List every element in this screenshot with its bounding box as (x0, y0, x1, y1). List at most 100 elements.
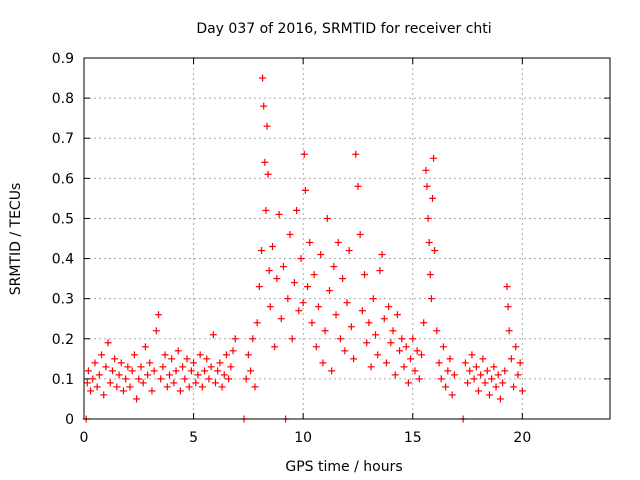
data-point (365, 319, 373, 327)
data-point (277, 315, 285, 323)
data-point (293, 206, 301, 214)
data-point (330, 263, 338, 271)
data-point (404, 379, 412, 387)
data-point (124, 363, 132, 371)
data-point (122, 375, 130, 383)
data-point (488, 375, 496, 383)
data-point (163, 383, 171, 391)
data-points (82, 74, 526, 423)
y-tick-label: 0.2 (52, 332, 74, 348)
data-point (271, 343, 279, 351)
data-point (420, 319, 428, 327)
data-point (290, 279, 298, 287)
data-point (439, 343, 447, 351)
data-point (203, 355, 211, 363)
data-point (319, 359, 327, 367)
data-point (113, 383, 121, 391)
data-point (427, 295, 435, 303)
data-point (464, 379, 472, 387)
data-point (231, 335, 239, 343)
data-point (161, 351, 169, 359)
data-point (87, 387, 95, 395)
data-point (214, 367, 222, 375)
y-tick-label: 0.1 (52, 372, 74, 388)
data-point (380, 315, 388, 323)
data-point (321, 327, 329, 335)
chart-title: Day 037 of 2016, SRMTID for receiver cht… (196, 21, 491, 37)
data-point (205, 375, 213, 383)
data-point (510, 383, 518, 391)
data-point (448, 391, 456, 399)
data-point (201, 367, 209, 375)
data-point (128, 367, 136, 375)
data-point (336, 335, 344, 343)
data-point (312, 343, 320, 351)
data-point (212, 379, 219, 387)
data-point (165, 371, 173, 379)
data-point (174, 347, 182, 355)
data-point (261, 158, 269, 166)
data-point (347, 323, 355, 331)
data-point (304, 283, 312, 291)
data-point (91, 359, 99, 367)
data-point (137, 363, 145, 371)
data-point (475, 387, 482, 395)
data-point (260, 102, 268, 110)
data-point (155, 311, 163, 319)
data-point (251, 383, 259, 391)
x-tick-label: 0 (80, 430, 89, 446)
data-point (93, 383, 101, 391)
data-point (499, 379, 507, 387)
data-point (179, 363, 187, 371)
y-tick-label: 0.3 (52, 292, 74, 308)
data-point (108, 367, 116, 375)
data-point (220, 371, 228, 379)
data-point (413, 347, 421, 355)
data-point (135, 375, 143, 383)
data-point (159, 363, 167, 371)
data-point (83, 379, 91, 387)
data-point (496, 395, 504, 403)
x-axis-label: GPS time / hours (285, 459, 402, 475)
data-point (352, 150, 360, 158)
data-point (181, 375, 189, 383)
data-point (218, 383, 226, 391)
data-point (148, 387, 156, 395)
data-point (253, 319, 261, 327)
data-point (426, 271, 434, 279)
data-point (424, 214, 432, 222)
data-point (418, 351, 426, 359)
data-point (435, 359, 443, 367)
data-point (472, 363, 480, 371)
data-point (106, 379, 114, 387)
data-point (172, 367, 180, 375)
data-point (295, 307, 303, 315)
data-point (328, 367, 336, 375)
data-point (273, 275, 281, 283)
data-point (115, 371, 123, 379)
data-point (431, 247, 439, 255)
data-point (361, 271, 369, 279)
data-point (411, 367, 419, 375)
data-point (196, 351, 204, 359)
data-point (339, 275, 347, 283)
data-point (310, 271, 318, 279)
data-point (492, 383, 500, 391)
x-tick-label: 5 (189, 430, 198, 446)
y-axis-ticks: 0 0.1 0.2 0.3 0.4 0.5 0.6 0.7 0.8 0.9 (52, 51, 610, 428)
data-point (225, 375, 233, 383)
x-tick-label: 15 (404, 430, 422, 446)
data-point (176, 387, 184, 395)
data-point (117, 359, 125, 367)
data-point (423, 182, 431, 190)
data-point (192, 379, 200, 387)
data-point (504, 303, 512, 311)
data-point (341, 347, 349, 355)
data-point (345, 247, 353, 255)
data-point (133, 395, 141, 403)
data-point (369, 295, 377, 303)
data-point (104, 339, 112, 347)
data-point (398, 335, 406, 343)
data-point (382, 359, 390, 367)
x-tick-label: 20 (513, 430, 531, 446)
